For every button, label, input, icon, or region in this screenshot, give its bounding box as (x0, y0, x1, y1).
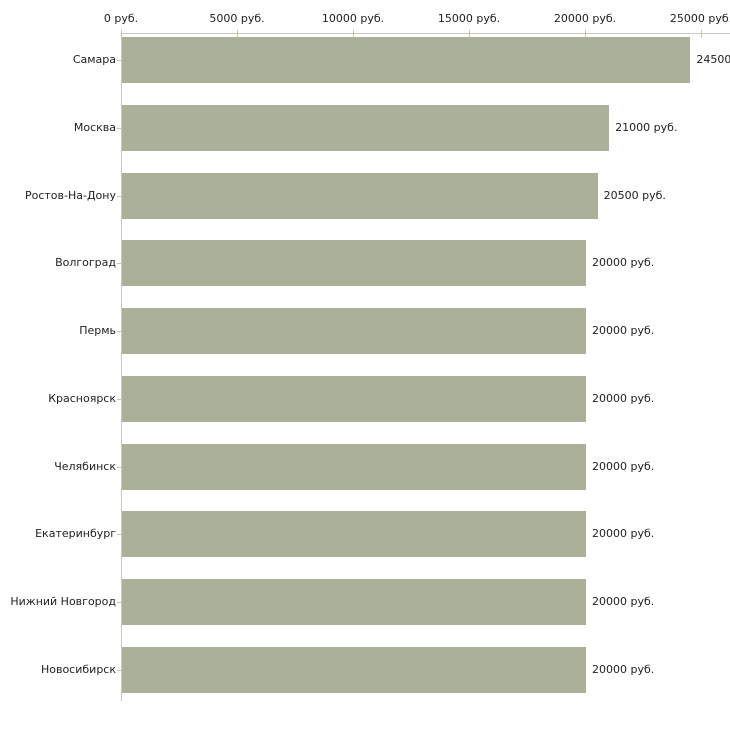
value-label: 20000 руб. (592, 527, 655, 540)
x-axis-tick-label: 5000 руб. (209, 12, 265, 25)
x-axis-tick (585, 30, 586, 38)
category-label: Ростов-На-Дону (24, 189, 116, 202)
category-tick (117, 467, 121, 468)
category-tick (117, 196, 121, 197)
value-label: 24500 (696, 53, 730, 66)
x-axis-tick-label: 20000 руб. (553, 12, 617, 25)
category-tick (117, 331, 121, 332)
category-tick (117, 60, 121, 61)
category-tick (117, 263, 121, 264)
category-tick (117, 128, 121, 129)
bar (122, 647, 586, 693)
bar (122, 579, 586, 625)
category-tick (117, 602, 121, 603)
category-tick (117, 399, 121, 400)
x-axis-tick-label: 15000 руб. (437, 12, 501, 25)
y-axis-line (121, 33, 122, 701)
category-label: Волгоград (55, 256, 116, 269)
x-axis-tick-label: 10000 руб. (321, 12, 385, 25)
value-label: 21000 руб. (615, 121, 678, 134)
value-label: 20000 руб. (592, 595, 655, 608)
x-axis-tick (237, 30, 238, 38)
x-axis-tick (469, 30, 470, 38)
category-label: Пермь (79, 324, 116, 337)
x-axis-tick (121, 30, 122, 38)
value-label: 20500 руб. (603, 189, 666, 202)
category-tick (117, 534, 121, 535)
value-label: 20000 руб. (592, 324, 655, 337)
x-axis-tick (701, 30, 702, 38)
bar (122, 240, 586, 286)
x-axis-line (121, 33, 730, 34)
bar (122, 444, 586, 490)
bar (122, 376, 586, 422)
category-label: Новосибирск (40, 663, 116, 676)
bar (122, 511, 586, 557)
value-label: 20000 руб. (592, 256, 655, 269)
value-label: 20000 руб. (592, 392, 655, 405)
category-label: Челябинск (54, 460, 116, 473)
category-label: Красноярск (48, 392, 116, 405)
bar (122, 37, 691, 83)
category-label: Нижний Новгород (10, 595, 116, 608)
bar (122, 173, 598, 219)
category-tick (117, 670, 121, 671)
x-axis-tick-label: 25000 руб. (669, 12, 730, 25)
x-axis-tick-label: 0 руб. (103, 12, 139, 25)
bar (122, 105, 610, 151)
category-label: Самара (72, 53, 116, 66)
value-label: 20000 руб. (592, 460, 655, 473)
x-axis-tick (353, 30, 354, 38)
category-label: Москва (73, 121, 116, 134)
bar (122, 308, 586, 354)
category-label: Екатеринбург (35, 527, 116, 540)
value-label: 20000 руб. (592, 663, 655, 676)
